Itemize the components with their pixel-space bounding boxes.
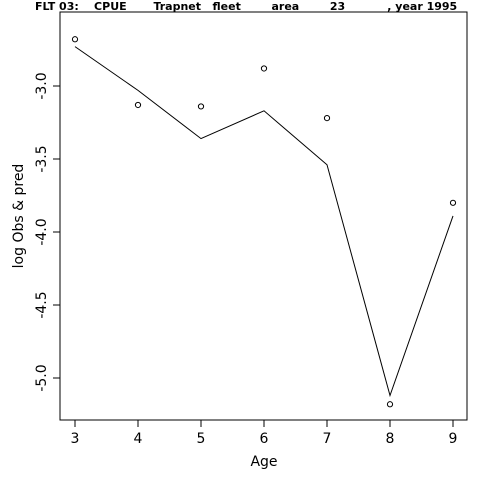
x-tick-label: 3 [71,431,80,447]
x-tick-label: 5 [197,431,206,447]
x-tick-label: 6 [260,431,269,447]
y-tick-label: -4.0 [34,218,50,245]
y-tick-label: -4.5 [34,291,50,318]
x-axis-label: Age [250,454,277,470]
y-tick-label: -3.5 [34,145,50,172]
y-tick-label: -5.0 [34,364,50,391]
observed-points [71,36,457,408]
y-axis: -3.0 -3.5 -4.0 -4.5 -5.0 [34,72,60,392]
x-tick-label: 7 [323,431,332,447]
observed-point [260,65,268,72]
x-tick-label: 9 [449,431,458,447]
observed-point [449,199,457,206]
observed-point [71,36,79,43]
x-tick-label: 8 [386,431,395,447]
observed-point [197,103,205,110]
observed-point [134,101,142,109]
x-tick-label: 4 [134,431,143,447]
y-tick-label: -3.0 [34,72,50,99]
x-axis: 3 4 5 6 7 8 9 [71,420,458,447]
observed-point [323,115,331,122]
y-axis-label: log Obs & pred [11,164,27,269]
predicted-line [74,46,454,398]
observed-point [386,401,394,408]
plot-frame [59,11,468,421]
chart-title: FLT 03: CPUE Trapnet fleet area 23 , yea… [35,0,457,13]
